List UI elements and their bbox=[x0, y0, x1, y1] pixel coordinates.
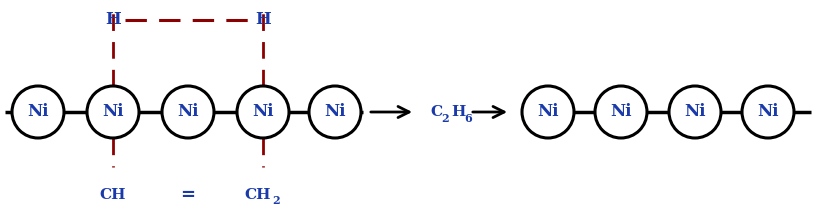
Text: 6: 6 bbox=[464, 112, 472, 124]
Text: C: C bbox=[430, 105, 442, 119]
Text: Ni: Ni bbox=[27, 103, 49, 120]
Ellipse shape bbox=[237, 86, 289, 138]
Text: =: = bbox=[180, 186, 196, 204]
Ellipse shape bbox=[162, 86, 214, 138]
Text: CH: CH bbox=[100, 188, 126, 202]
Text: 2: 2 bbox=[441, 112, 449, 124]
Text: Ni: Ni bbox=[685, 103, 706, 120]
Text: Ni: Ni bbox=[757, 103, 778, 120]
Text: Ni: Ni bbox=[177, 103, 199, 120]
Text: H: H bbox=[255, 11, 271, 29]
Text: Ni: Ni bbox=[252, 103, 273, 120]
Text: Ni: Ni bbox=[324, 103, 346, 120]
Text: Ni: Ni bbox=[102, 103, 124, 120]
Text: Ni: Ni bbox=[537, 103, 559, 120]
Ellipse shape bbox=[87, 86, 139, 138]
Ellipse shape bbox=[742, 86, 794, 138]
Ellipse shape bbox=[309, 86, 361, 138]
Text: H: H bbox=[450, 105, 465, 119]
Text: 2: 2 bbox=[273, 194, 280, 206]
Ellipse shape bbox=[12, 86, 64, 138]
Ellipse shape bbox=[595, 86, 647, 138]
Ellipse shape bbox=[669, 86, 721, 138]
Text: CH: CH bbox=[245, 188, 271, 202]
Text: Ni: Ni bbox=[610, 103, 632, 120]
Ellipse shape bbox=[522, 86, 574, 138]
Text: H: H bbox=[105, 11, 121, 29]
